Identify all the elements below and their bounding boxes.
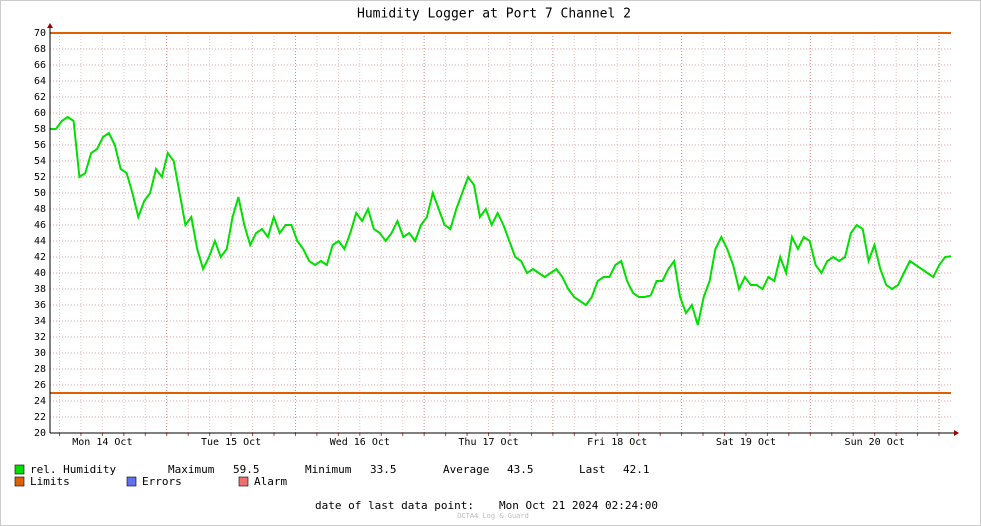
y-tick-label: 66 <box>34 60 46 71</box>
y-tick-label: 62 <box>34 92 46 103</box>
x-tick-label: Thu 17 Oct <box>458 437 518 448</box>
legend-label: Alarm <box>254 475 287 488</box>
y-tick-label: 38 <box>34 284 46 295</box>
plot <box>50 32 952 394</box>
y-tick-label: 36 <box>34 300 46 311</box>
y-tick-label: 30 <box>34 348 46 359</box>
stat-label: Average <box>443 463 489 476</box>
legend-swatch <box>238 476 249 487</box>
y-tick-label: 32 <box>34 332 46 343</box>
x-tick-label: Fri 18 Oct <box>587 437 647 448</box>
data-line <box>50 115 952 326</box>
y-tick-label: 64 <box>34 76 46 87</box>
legend-swatch <box>126 476 137 487</box>
legend-swatch <box>14 464 25 475</box>
legend-label: Errors <box>142 475 182 488</box>
footer-value: Mon Oct 21 2024 02:24:00 <box>499 499 658 512</box>
y-tick-label: 50 <box>34 188 46 199</box>
y-tick-label: 22 <box>34 412 46 423</box>
chart-title: Humidity Logger at Port 7 Channel 2 <box>357 7 631 22</box>
y-tick-label: 26 <box>34 380 46 391</box>
y-tick-label: 20 <box>34 428 46 439</box>
stat-label: Maximum <box>168 463 215 476</box>
y-tick-label: 60 <box>34 108 46 119</box>
footer-label: date of last data point: <box>315 499 474 512</box>
watermark: OCTA4 Log & Guard <box>457 512 529 520</box>
y-tick-label: 58 <box>34 124 46 135</box>
y-tick-label: 52 <box>34 172 46 183</box>
stat-label: Minimum <box>305 463 352 476</box>
y-tick-label: 56 <box>34 140 46 151</box>
y-tick-label: 48 <box>34 204 46 215</box>
stat-value: 33.5 <box>370 463 397 476</box>
y-tick-label: 28 <box>34 364 46 375</box>
y-tick-label: 68 <box>34 44 46 55</box>
y-tick-label: 34 <box>34 316 46 327</box>
legend-label: rel. Humidity <box>30 463 116 476</box>
legend-label: Limits <box>30 475 70 488</box>
x-tick-label: Sat 19 Oct <box>716 437 776 448</box>
x-tick-label: Sun 20 Oct <box>845 437 905 448</box>
y-tick-label: 54 <box>34 156 46 167</box>
y-tick-label: 46 <box>34 220 46 231</box>
x-tick-label: Wed 16 Oct <box>330 437 390 448</box>
y-tick-label: 42 <box>34 252 46 263</box>
x-arrow <box>954 430 959 436</box>
y-arrow <box>47 23 53 28</box>
x-tick-label: Mon 14 Oct <box>72 437 132 448</box>
stat-value: 59.5 <box>233 463 260 476</box>
stat-value: 42.1 <box>623 463 650 476</box>
stat-label: Last <box>579 463 606 476</box>
stat-value: 43.5 <box>507 463 534 476</box>
legend-swatch <box>14 476 25 487</box>
y-tick-label: 44 <box>34 236 46 247</box>
y-tick-label: 24 <box>34 396 46 407</box>
y-tick-label: 70 <box>34 28 46 39</box>
y-tick-label: 40 <box>34 268 46 279</box>
x-tick-label: Tue 15 Oct <box>201 437 261 448</box>
